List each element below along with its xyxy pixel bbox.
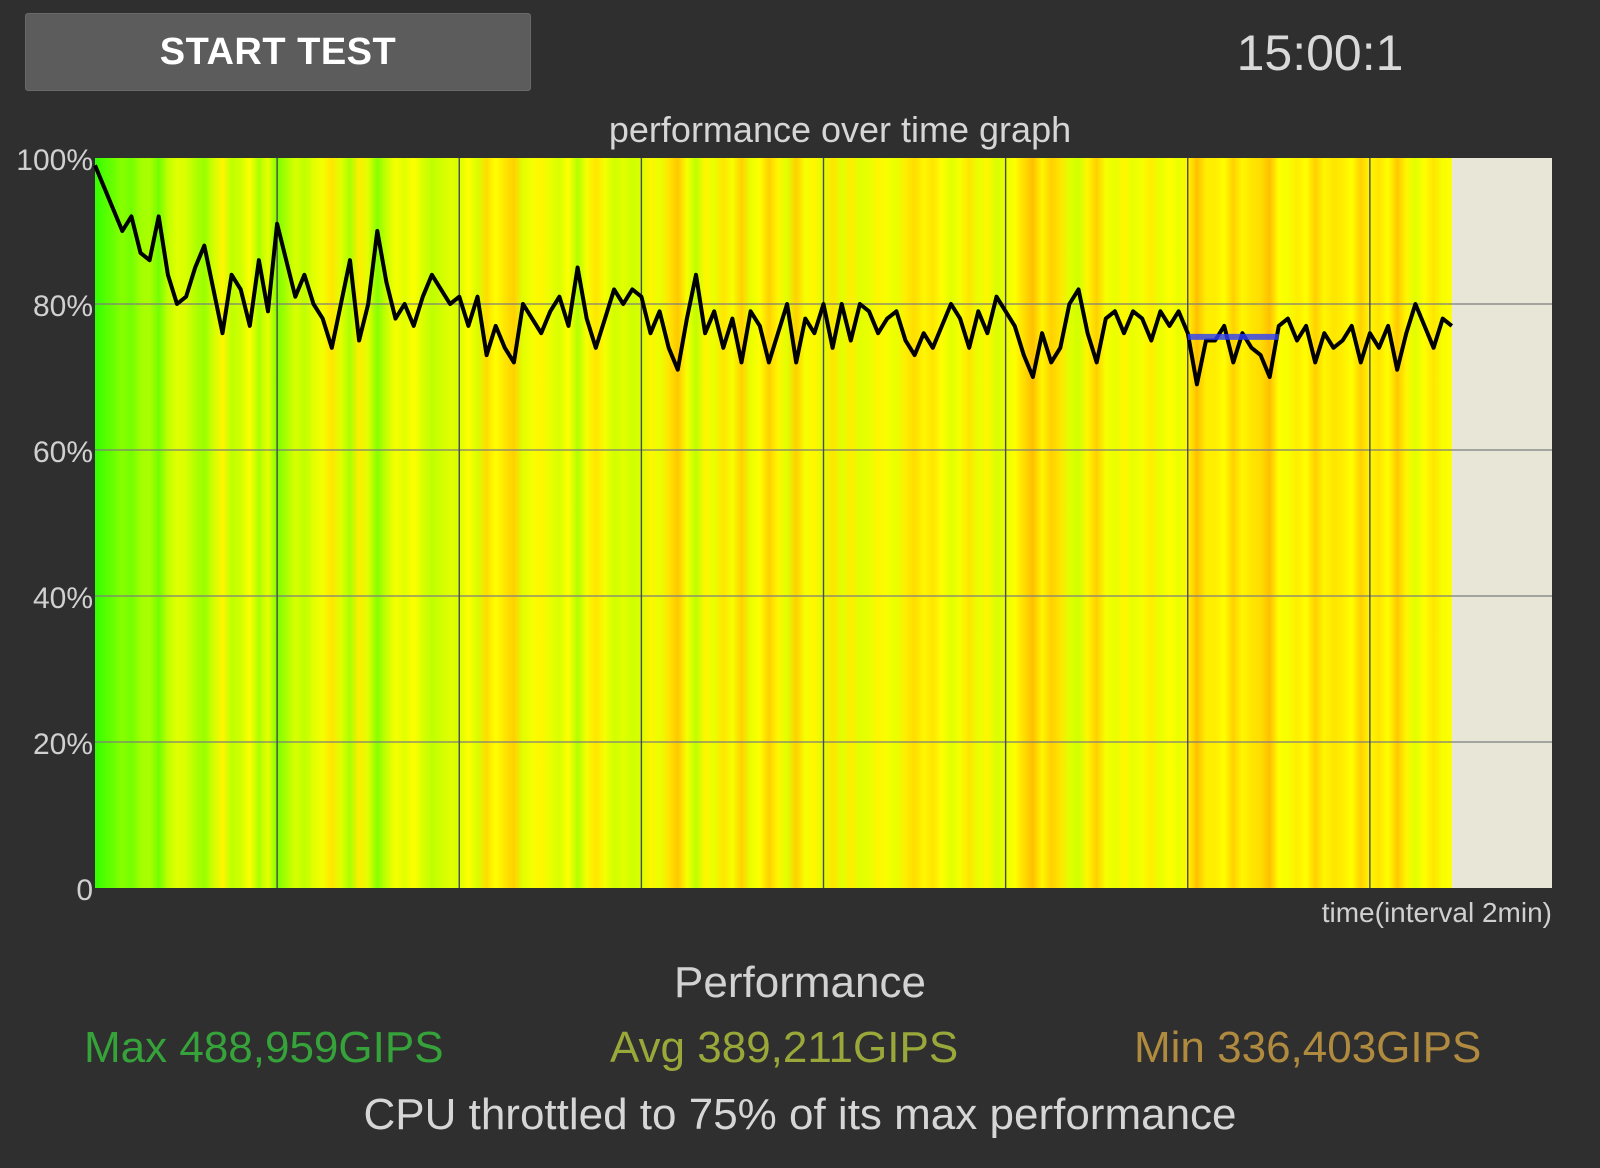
graph-title: performance over time graph: [608, 109, 1072, 150]
y-tick-label: 40%: [33, 582, 93, 615]
performance-line: [93, 164, 1454, 387]
max-performance: Max 488,959GIPS: [84, 1023, 444, 1072]
min-performance: Min 336,403GIPS: [1134, 1023, 1482, 1072]
y-tick-label: 0: [76, 874, 93, 907]
avg-performance: Avg 389,211GIPS: [610, 1023, 959, 1072]
test-timer: 15:00:1: [1236, 25, 1404, 81]
y-tick-label: 80%: [33, 290, 93, 323]
y-tick-label: 100%: [16, 144, 93, 177]
grid-lines: [95, 158, 1552, 888]
x-axis-label: time(interval 2min): [1322, 897, 1552, 928]
performance-color-bands: [95, 158, 1452, 888]
start-test-button[interactable]: START TEST: [25, 13, 531, 91]
y-tick-label: 20%: [33, 728, 93, 761]
y-axis-ticks: 0 20% 40% 60% 80% 100%: [16, 144, 93, 907]
throttle-summary: CPU throttled to 75% of its max performa…: [363, 1090, 1237, 1139]
y-tick-label: 60%: [33, 436, 93, 469]
performance-chart: 0 20% 40% 60% 80% 100% time(interval 2min): [16, 144, 1552, 928]
performance-heading: Performance: [674, 958, 926, 1007]
